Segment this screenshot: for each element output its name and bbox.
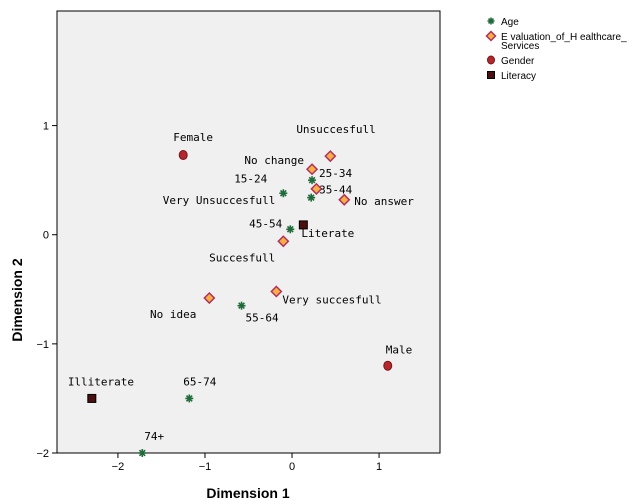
y-tick-label: 1 (43, 121, 49, 133)
point-label: 74+ (144, 430, 164, 443)
legend-entry-label: Gender (501, 56, 535, 67)
asterisk-stroke (308, 176, 316, 184)
point-label: No answer (354, 195, 414, 208)
age-marker (237, 301, 246, 310)
age-marker (308, 176, 317, 185)
x-tick-label: −2 (112, 461, 125, 473)
data-points (87, 150, 393, 457)
gender-marker (383, 360, 393, 371)
point-labels: 15-24 25-34 35-44 45-54 55-64 65-74 74+ Unsucce… (68, 123, 414, 443)
evaluation-marker (324, 150, 337, 163)
point-label: 25-34 (319, 167, 352, 180)
age-marker (286, 225, 295, 234)
legend-entry-label: Literacy (501, 71, 536, 82)
asterisk-stroke (185, 395, 193, 402)
point-label: 55-64 (246, 312, 279, 325)
asterisk-stroke (138, 449, 146, 457)
age-marker (307, 193, 316, 202)
point-label: Very succesfull (282, 293, 381, 306)
y-tick-label: −1 (36, 339, 49, 351)
gender-marker (487, 55, 495, 65)
x-axis-title: Dimension 1 (206, 485, 289, 501)
literacy-marker (87, 393, 97, 403)
point-label: 15-24 (234, 172, 267, 185)
evaluation-marker (270, 285, 283, 298)
y-tick-label: −2 (36, 448, 49, 460)
legend-entry-label: Services (501, 41, 539, 52)
plot-area (56, 10, 441, 454)
age-marker (279, 189, 288, 198)
age-marker (138, 449, 147, 457)
point-label: 45-54 (249, 217, 282, 230)
point-label: 65-74 (183, 375, 216, 388)
evaluation-marker (277, 235, 290, 248)
legend: Age E valuation_of_H ealthcare_Services Ge… (485, 17, 627, 82)
point-label: No idea (150, 308, 196, 321)
literacy-marker (298, 220, 308, 230)
evaluation-marker (310, 182, 323, 195)
axis-ticks: −2 −1 0 1 −2 −1 0 1 (36, 121, 382, 473)
x-tick-label: 0 (289, 461, 295, 473)
point-label: Succesfull (209, 251, 275, 264)
x-tick-label: 1 (376, 461, 382, 473)
point-label: Male (386, 344, 413, 357)
asterisk-stroke (238, 302, 245, 310)
evaluation-marker (305, 163, 319, 176)
evaluation-marker (338, 193, 351, 206)
asterisk-stroke (487, 17, 495, 25)
evaluation-marker (203, 291, 216, 305)
y-tick-label: 0 (43, 230, 49, 242)
x-tick-label: −1 (199, 461, 212, 473)
point-label: Female (173, 131, 213, 144)
literacy-marker (487, 71, 495, 79)
evaluation-marker (485, 30, 497, 42)
point-label: 35-44 (319, 184, 352, 197)
asterisk-stroke (279, 189, 287, 197)
point-label: Illiterate (68, 375, 134, 388)
point-label: No change (244, 154, 304, 167)
point-label: Very Unsuccesfull (163, 194, 276, 207)
gender-marker (178, 150, 188, 161)
asterisk-stroke (307, 194, 315, 202)
legend-entry-label: Age (501, 17, 519, 28)
legend-entry-label: E valuation_of_H ealthcare_ (501, 32, 627, 43)
asterisk-stroke (286, 225, 294, 233)
point-label: Unsuccesfull (296, 123, 375, 136)
age-marker (185, 394, 194, 403)
y-axis-title: Dimension 2 (9, 258, 25, 341)
age-marker (487, 17, 495, 25)
point-label: Literate (301, 227, 354, 240)
